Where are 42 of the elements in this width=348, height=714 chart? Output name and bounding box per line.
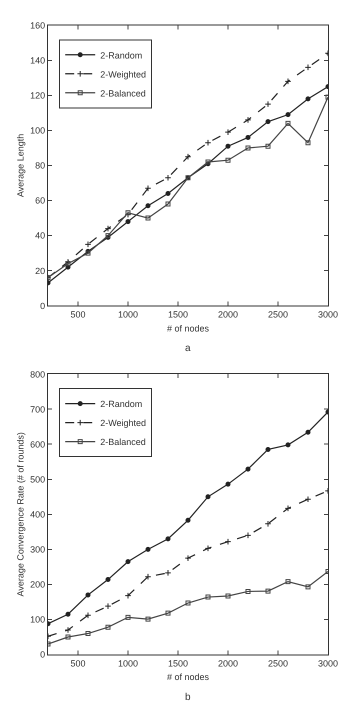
y-tick-label: 300	[30, 544, 46, 555]
x-tick-label: 2000	[218, 658, 238, 668]
x-tick-label: 500	[70, 658, 86, 668]
y-tick-label: 80	[35, 160, 46, 171]
y-tick-label: 200	[30, 580, 46, 590]
x-tick-label: 3000	[318, 310, 338, 320]
x-tick-label: 500	[70, 310, 86, 320]
y-tick-label: 40	[35, 230, 46, 241]
x-tick-label: 3000	[318, 658, 338, 668]
x-axis-title: # of nodes	[166, 672, 210, 682]
legend-label: 2-Random	[100, 50, 142, 60]
legend-label: 2-Weighted	[100, 69, 146, 80]
legend-label: 2-Weighted	[100, 418, 146, 428]
x-tick-label: 1000	[118, 310, 138, 320]
text: b	[185, 692, 191, 703]
legend-label: 2-Random	[100, 399, 142, 410]
y-tick-label: 700	[30, 404, 46, 414]
x-tick-label: 2000	[218, 310, 238, 320]
y-tick-label: 60	[35, 196, 46, 206]
y-tick-label: 120	[30, 90, 46, 101]
y-tick-label: 0	[40, 300, 46, 311]
y-tick-label: 100	[30, 614, 46, 625]
y-tick-label: 400	[30, 509, 46, 520]
legend-label: 2-Balanced	[100, 437, 146, 448]
y-axis-title: Average Length	[16, 134, 26, 198]
x-tick-label: 2500	[268, 310, 288, 320]
y-tick-label: 160	[30, 20, 46, 30]
x-tick-label: 1500	[168, 310, 188, 320]
x-tick-label: 2500	[268, 658, 288, 668]
y-tick-label: 20	[35, 266, 46, 276]
x-tick-label: 1000	[118, 658, 138, 668]
y-tick-label: 600	[30, 439, 46, 450]
y-tick-label: 500	[30, 474, 46, 484]
y-tick-label: 800	[30, 369, 46, 380]
y-axis-title: Average Convergence Rate (# of rounds)	[16, 432, 26, 597]
y-tick-label: 140	[30, 55, 46, 66]
legend-label: 2-Balanced	[100, 88, 146, 98]
text: a	[185, 343, 191, 354]
x-tick-label: 1500	[168, 658, 188, 668]
x-axis-title: # of nodes	[166, 323, 210, 334]
y-tick-label: 100	[30, 126, 46, 136]
y-tick-label: 0	[40, 650, 46, 660]
